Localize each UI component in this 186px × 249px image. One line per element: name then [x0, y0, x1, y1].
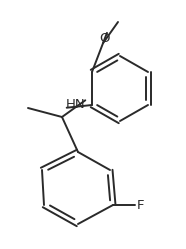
Text: F: F: [136, 198, 144, 211]
Text: HN: HN: [66, 98, 86, 111]
Text: O: O: [100, 32, 110, 45]
